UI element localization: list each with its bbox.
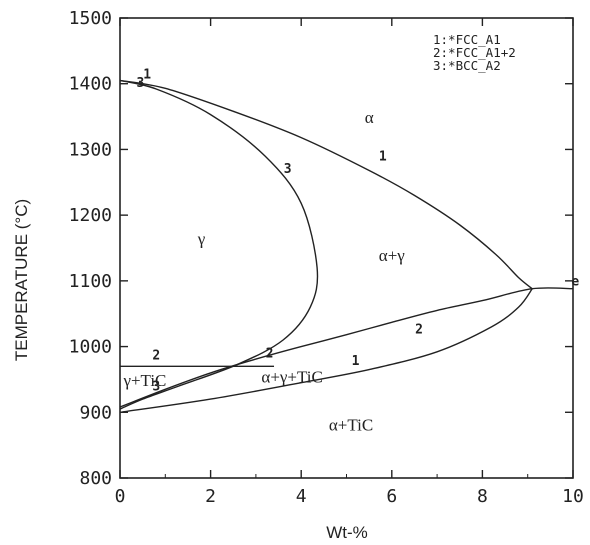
curve-label: 3 [152, 380, 160, 395]
curve-label: 3 [136, 76, 144, 91]
x-tick-label: 6 [386, 486, 397, 507]
region-label: γ+TiC [122, 371, 166, 390]
region-label: α+TiC [329, 416, 373, 435]
region-label: γ [197, 230, 206, 249]
phase-boundary-1 [119, 79, 533, 290]
x-tick-label: 2 [205, 486, 216, 507]
phase-boundaries [119, 79, 574, 413]
y-tick-label: 1200 [69, 205, 112, 226]
x-axis-label: Wt-% [326, 523, 368, 542]
x-tick-label: 8 [477, 486, 488, 507]
phase-boundary-3 [119, 288, 533, 413]
region-label: α+γ+TiC [261, 368, 322, 387]
x-tick-label: 0 [115, 486, 126, 507]
curve-label: 1 [143, 67, 151, 82]
y-tick-label: 900 [79, 402, 112, 423]
curve-label: 1 [379, 150, 387, 165]
axes: 0 2 4 6 8 10 800 900 1000 1100 1200 1300 1400 1500 [69, 8, 584, 507]
legend-entry: 1:*FCC_A1 [433, 32, 501, 47]
phase-boundary-2 [119, 79, 319, 410]
x-tick-label: 10 [562, 486, 584, 507]
curve-label: 2 [266, 347, 274, 362]
x-tick-label: 4 [296, 486, 307, 507]
region-label: α+γ [379, 246, 405, 265]
curve-label: e [571, 274, 579, 289]
y-tick-label: 1400 [69, 74, 112, 95]
curve-label: 1 [352, 354, 360, 369]
y-tick-label: 1500 [69, 8, 112, 29]
legend: 1:*FCC_A12:*FCC_A1+23:*BCC_A2 [433, 32, 516, 73]
y-tick-label: 1100 [69, 271, 112, 292]
y-tick-label: 1300 [69, 139, 112, 160]
curve-label: 3 [284, 162, 292, 177]
plot-frame [119, 17, 574, 479]
curve-label: 2 [415, 322, 423, 337]
region-label: α [365, 108, 374, 127]
y-tick-label: 800 [79, 468, 112, 489]
y-axis-label: TEMPERATURE (°C) [12, 199, 31, 361]
phase-boundary-4 [119, 287, 574, 408]
legend-entry: 3:*BCC_A2 [433, 58, 501, 73]
y-tick-label: 1000 [69, 337, 112, 358]
legend-entry: 2:*FCC_A1+2 [433, 45, 516, 60]
curve-label: 2 [152, 349, 160, 364]
